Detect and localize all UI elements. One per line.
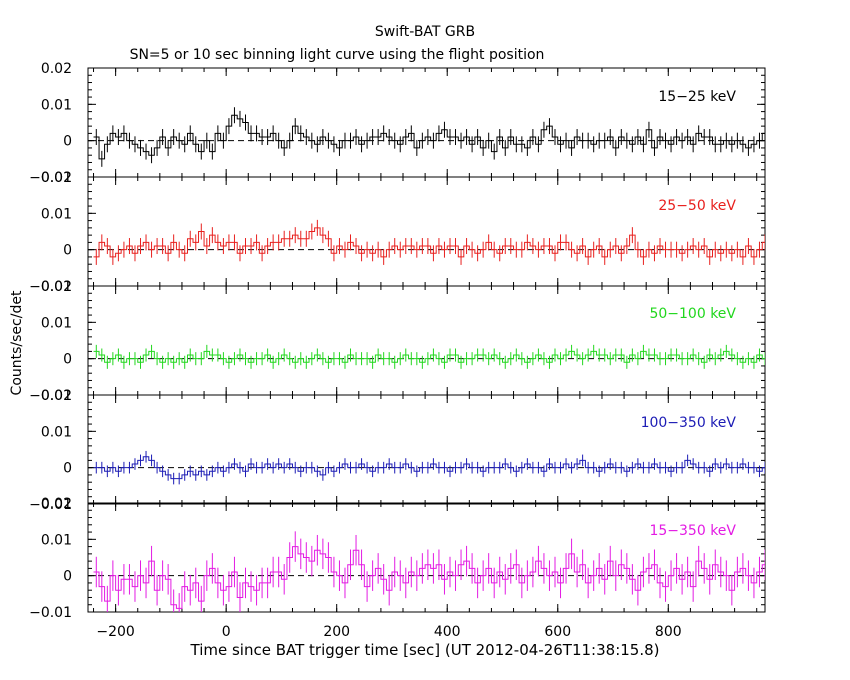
y-tick-label: 0.01 (41, 424, 72, 440)
figure-subtitle: SN=5 or 10 sec binning light curve using… (130, 47, 545, 63)
x-axis-label: Time since BAT trigger time [sec] (UT 20… (190, 641, 660, 659)
panel-frame (87, 394, 766, 505)
y-tick-label: −0.01 (29, 497, 72, 513)
series-3 (93, 344, 765, 369)
x-tick-label: 0 (222, 624, 231, 640)
y-tick-label: 0.01 (41, 206, 72, 222)
panel-5: 0.02 0.01 0 −0.01 −200 0 200 400 600 800 15−350 ke… (29, 496, 766, 640)
series-4 (93, 450, 765, 485)
figure-title: Swift-BAT GRB (375, 24, 475, 40)
series-1 (93, 107, 765, 167)
y-tick-label: 0 (63, 569, 72, 585)
panels-group: 0.02 0.01 0 −0.01 15−25 keV 0.02 0.01 0 −0.01 25−… (29, 61, 766, 640)
panel-3: 0.02 0.01 0 −0.01 50−100 keV (29, 279, 766, 404)
y-tick-label: 0 (63, 134, 72, 150)
x-tick-label: 800 (655, 624, 682, 640)
y-axis-label: Counts/sec/det (9, 290, 25, 395)
panel-frame (87, 285, 766, 396)
x-tick-label: 200 (323, 624, 350, 640)
panel-frame (87, 67, 766, 178)
series-5 (93, 531, 765, 612)
series-step-line (93, 114, 765, 160)
y-tick-label: 0 (63, 352, 72, 368)
x-tick-label: 600 (544, 624, 571, 640)
panel-2: 0.02 0.01 0 −0.01 25−50 keV (29, 170, 766, 295)
y-tick-label: 0.02 (41, 61, 72, 77)
y-tick-label: 0.02 (41, 170, 72, 186)
y-tick-label: 0.02 (41, 279, 72, 295)
y-tick-label: −0.01 (29, 170, 72, 186)
band-label: 100−350 keV (641, 415, 737, 431)
y-tick-label: 0.02 (41, 388, 72, 404)
band-label: 25−50 keV (658, 198, 736, 214)
band-label: 50−100 keV (649, 306, 736, 322)
y-tick-label: 0.02 (41, 496, 72, 512)
panel-frame (87, 176, 766, 287)
panel-frame (87, 502, 766, 613)
y-tick-label: −0.01 (29, 279, 72, 295)
y-tick-label: −0.01 (29, 388, 72, 404)
x-tick-label: 400 (434, 624, 461, 640)
y-tick-label: 0 (63, 243, 72, 259)
y-tick-label: 0 (63, 461, 72, 477)
panel-1: 0.02 0.01 0 −0.01 15−25 keV (29, 61, 766, 186)
y-tick-label: 0.01 (41, 532, 72, 548)
y-tick-label: −0.01 (29, 605, 72, 621)
series-2 (93, 219, 765, 265)
y-tick-label: 0.01 (41, 97, 72, 113)
y-tick-label: 0.01 (41, 315, 72, 331)
band-label: 15−350 keV (649, 523, 736, 539)
series-step-line (93, 546, 765, 609)
band-label: 15−25 keV (658, 89, 736, 105)
panel-4: 0.02 0.01 0 −0.01 100−350 keV (29, 388, 766, 513)
x-tick-label: −200 (96, 624, 134, 640)
